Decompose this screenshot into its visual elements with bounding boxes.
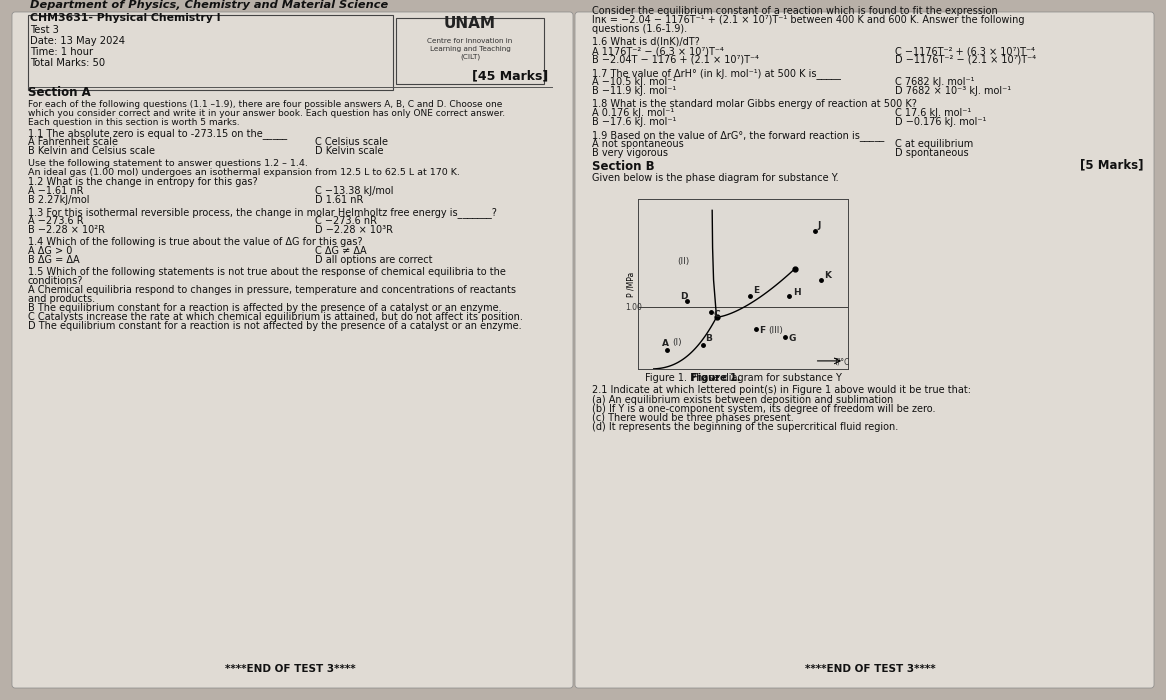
Text: (c) There would be three phases present.: (c) There would be three phases present. xyxy=(592,413,794,423)
Text: B Kelvin and Celsius scale: B Kelvin and Celsius scale xyxy=(28,146,155,156)
Text: C Catalysts increase the rate at which chemical equilibrium is attained, but do : C Catalysts increase the rate at which c… xyxy=(28,312,522,322)
Text: Use the following statement to answer questions 1.2 – 1.4.: Use the following statement to answer qu… xyxy=(28,159,308,168)
Text: Each question in this section is worth 5 marks.: Each question in this section is worth 5… xyxy=(28,118,240,127)
Text: A −273.6 R: A −273.6 R xyxy=(28,216,84,226)
Text: 1.2 What is the change in entropy for this gas?: 1.2 What is the change in entropy for th… xyxy=(28,177,258,187)
Text: A: A xyxy=(661,340,668,349)
Text: conditions?: conditions? xyxy=(28,276,84,286)
Text: B very vigorous: B very vigorous xyxy=(592,148,668,158)
Text: 1.9 Based on the value of ΔrG°, the forward reaction is_____: 1.9 Based on the value of ΔrG°, the forw… xyxy=(592,130,884,141)
Text: C 17.6 kJ. mol⁻¹: C 17.6 kJ. mol⁻¹ xyxy=(895,108,971,118)
Text: Section A: Section A xyxy=(28,86,91,99)
Text: B −11.9 kJ. mol⁻¹: B −11.9 kJ. mol⁻¹ xyxy=(592,86,676,96)
Text: C at equilibrium: C at equilibrium xyxy=(895,139,974,149)
Text: questions (1.6-1.9).: questions (1.6-1.9). xyxy=(592,24,687,34)
Text: A Fahrenheit scale: A Fahrenheit scale xyxy=(28,137,118,147)
Text: Date: 13 May 2024: Date: 13 May 2024 xyxy=(30,36,125,46)
Text: which you consider correct and write it in your answer book. Each question has o: which you consider correct and write it … xyxy=(28,109,505,118)
Text: B −2.28 × 10²R: B −2.28 × 10²R xyxy=(28,225,105,235)
Text: Learning and Teaching: Learning and Teaching xyxy=(429,46,511,52)
Text: D −0.176 kJ. mol⁻¹: D −0.176 kJ. mol⁻¹ xyxy=(895,117,986,127)
Text: B: B xyxy=(704,335,711,344)
Text: T/°C: T/°C xyxy=(834,357,851,366)
Text: [45 Marks]: [45 Marks] xyxy=(472,69,548,82)
Text: (III): (III) xyxy=(768,326,782,335)
Text: (I): (I) xyxy=(673,337,682,346)
Text: D 7682 × 10⁻³ kJ. mol⁻¹: D 7682 × 10⁻³ kJ. mol⁻¹ xyxy=(895,86,1011,96)
Text: 1.6 What is d(lnK)/dT?: 1.6 What is d(lnK)/dT? xyxy=(592,37,700,47)
Text: E: E xyxy=(753,286,759,295)
Text: CHM3631- Physical Chemistry I: CHM3631- Physical Chemistry I xyxy=(30,13,220,23)
Text: C ΔG ≠ ΔA: C ΔG ≠ ΔA xyxy=(315,246,366,256)
Text: C: C xyxy=(714,310,721,319)
Text: ****END OF TEST 3****: ****END OF TEST 3**** xyxy=(805,664,935,674)
Text: D spontaneous: D spontaneous xyxy=(895,148,969,158)
Text: C Celsius scale: C Celsius scale xyxy=(315,137,388,147)
Text: 2.1 Indicate at which lettered point(s) in Figure 1 above would it be true that:: 2.1 Indicate at which lettered point(s) … xyxy=(592,385,971,395)
Text: (a) An equilibrium exists between deposition and sublimation: (a) An equilibrium exists between deposi… xyxy=(592,395,893,405)
Text: 1.1 The absolute zero is equal to -273.15 on the_____: 1.1 The absolute zero is equal to -273.1… xyxy=(28,128,287,139)
Text: An ideal gas (1.00 mol) undergoes an isothermal expansion from 12.5 L to 62.5 L : An ideal gas (1.00 mol) undergoes an iso… xyxy=(28,168,459,177)
Text: Section B: Section B xyxy=(592,160,654,173)
Text: B −17.6 kJ. mol⁻¹: B −17.6 kJ. mol⁻¹ xyxy=(592,117,676,127)
Text: A ΔG > 0: A ΔG > 0 xyxy=(28,246,72,256)
Text: B 2.27kJ/mol: B 2.27kJ/mol xyxy=(28,195,90,205)
Text: D all options are correct: D all options are correct xyxy=(315,255,433,265)
Text: For each of the following questions (1.1 –1.9), there are four possible answers : For each of the following questions (1.1… xyxy=(28,100,503,109)
Text: 1.7 The value of ΔrH° (in kJ. mol⁻¹) at 500 K is_____: 1.7 The value of ΔrH° (in kJ. mol⁻¹) at … xyxy=(592,68,841,79)
Bar xyxy=(28,15,393,90)
Text: lnκ = −2.04 − 1176T⁻¹ + (2.1 × 10⁷)T⁻¹ between 400 K and 600 K. Answer the follo: lnκ = −2.04 − 1176T⁻¹ + (2.1 × 10⁷)T⁻¹ b… xyxy=(592,15,1025,25)
Text: Figure 1. Phase diagram for substance Y: Figure 1. Phase diagram for substance Y xyxy=(645,373,842,383)
Text: [5 Marks]: [5 Marks] xyxy=(1080,158,1143,171)
Text: 1.3 For this isothermal reversible process, the change in molar Helmholtz free e: 1.3 For this isothermal reversible proce… xyxy=(28,207,497,218)
Text: B ΔG = ΔA: B ΔG = ΔA xyxy=(28,255,79,265)
Text: (b) If Y is a one-component system, its degree of freedom will be zero.: (b) If Y is a one-component system, its … xyxy=(592,404,935,414)
FancyBboxPatch shape xyxy=(12,12,573,688)
Text: C −1176T⁻² + (6.3 × 10⁷)T⁻⁴: C −1176T⁻² + (6.3 × 10⁷)T⁻⁴ xyxy=(895,46,1035,56)
Text: A −1.61 nR: A −1.61 nR xyxy=(28,186,84,196)
Text: ****END OF TEST 3****: ****END OF TEST 3**** xyxy=(225,664,356,674)
Text: C 7682 kJ. mol⁻¹: C 7682 kJ. mol⁻¹ xyxy=(895,77,975,87)
Text: and products.: and products. xyxy=(28,294,96,304)
Text: B The equilibrium constant for a reaction is affected by the presence of a catal: B The equilibrium constant for a reactio… xyxy=(28,303,501,313)
Text: D −1176T⁻² − (2.1 × 10⁷)T⁻⁴: D −1176T⁻² − (2.1 × 10⁷)T⁻⁴ xyxy=(895,55,1037,65)
Text: G: G xyxy=(788,335,795,344)
Text: C −13.38 kJ/mol: C −13.38 kJ/mol xyxy=(315,186,393,196)
Text: A not spontaneous: A not spontaneous xyxy=(592,139,683,149)
Text: Consider the equilibrium constant of a reaction which is found to fit the expres: Consider the equilibrium constant of a r… xyxy=(592,6,998,16)
Text: B −2.04T − 1176 + (2.1 × 10⁷)T⁻⁴: B −2.04T − 1176 + (2.1 × 10⁷)T⁻⁴ xyxy=(592,55,759,65)
Text: (CILT): (CILT) xyxy=(459,54,480,60)
Text: A −10.5 kJ. mol⁻¹: A −10.5 kJ. mol⁻¹ xyxy=(592,77,676,87)
Y-axis label: P /MPa: P /MPa xyxy=(626,272,635,297)
Text: A Chemical equilibria respond to changes in pressure, temperature and concentrat: A Chemical equilibria respond to changes… xyxy=(28,285,517,295)
Text: Centre for Innovation in: Centre for Innovation in xyxy=(428,38,513,44)
Text: Test 3: Test 3 xyxy=(30,25,58,35)
Text: 1.8 What is the standard molar Gibbs energy of reaction at 500 K?: 1.8 What is the standard molar Gibbs ene… xyxy=(592,99,916,109)
Text: K: K xyxy=(824,272,831,280)
Text: Given below is the phase diagram for substance Y.: Given below is the phase diagram for sub… xyxy=(592,173,838,183)
Text: UNAM: UNAM xyxy=(444,16,496,31)
Text: C −273.6 nR: C −273.6 nR xyxy=(315,216,377,226)
Text: 1.4 Which of the following is true about the value of ΔG for this gas?: 1.4 Which of the following is true about… xyxy=(28,237,363,247)
Text: D Kelvin scale: D Kelvin scale xyxy=(315,146,384,156)
Text: D: D xyxy=(680,293,688,302)
Text: J: J xyxy=(817,221,821,230)
Text: F: F xyxy=(759,326,765,335)
Text: Department of Physics, Chemistry and Material Science: Department of Physics, Chemistry and Mat… xyxy=(30,0,388,10)
Text: D 1.61 nR: D 1.61 nR xyxy=(315,195,364,205)
Text: (d) It represents the beginning of the supercritical fluid region.: (d) It represents the beginning of the s… xyxy=(592,422,898,432)
Text: D The equilibrium constant for a reaction is not affected by the presence of a c: D The equilibrium constant for a reactio… xyxy=(28,321,521,331)
Text: 1.5 Which of the following statements is not true about the response of chemical: 1.5 Which of the following statements is… xyxy=(28,267,506,277)
Text: A 0.176 kJ. mol⁻¹: A 0.176 kJ. mol⁻¹ xyxy=(592,108,674,118)
FancyBboxPatch shape xyxy=(575,12,1154,688)
Text: D −2.28 × 10³R: D −2.28 × 10³R xyxy=(315,225,393,235)
Text: Total Marks: 50: Total Marks: 50 xyxy=(30,58,105,68)
Text: 1.00: 1.00 xyxy=(625,303,642,312)
Text: (II): (II) xyxy=(677,257,689,266)
Text: A 1176T⁻² − (6.3 × 10⁷)T⁻⁴: A 1176T⁻² − (6.3 × 10⁷)T⁻⁴ xyxy=(592,46,724,56)
Text: H: H xyxy=(793,288,801,297)
Bar xyxy=(396,18,545,84)
Text: Time: 1 hour: Time: 1 hour xyxy=(30,47,93,57)
Text: Figure 1.: Figure 1. xyxy=(691,373,740,383)
